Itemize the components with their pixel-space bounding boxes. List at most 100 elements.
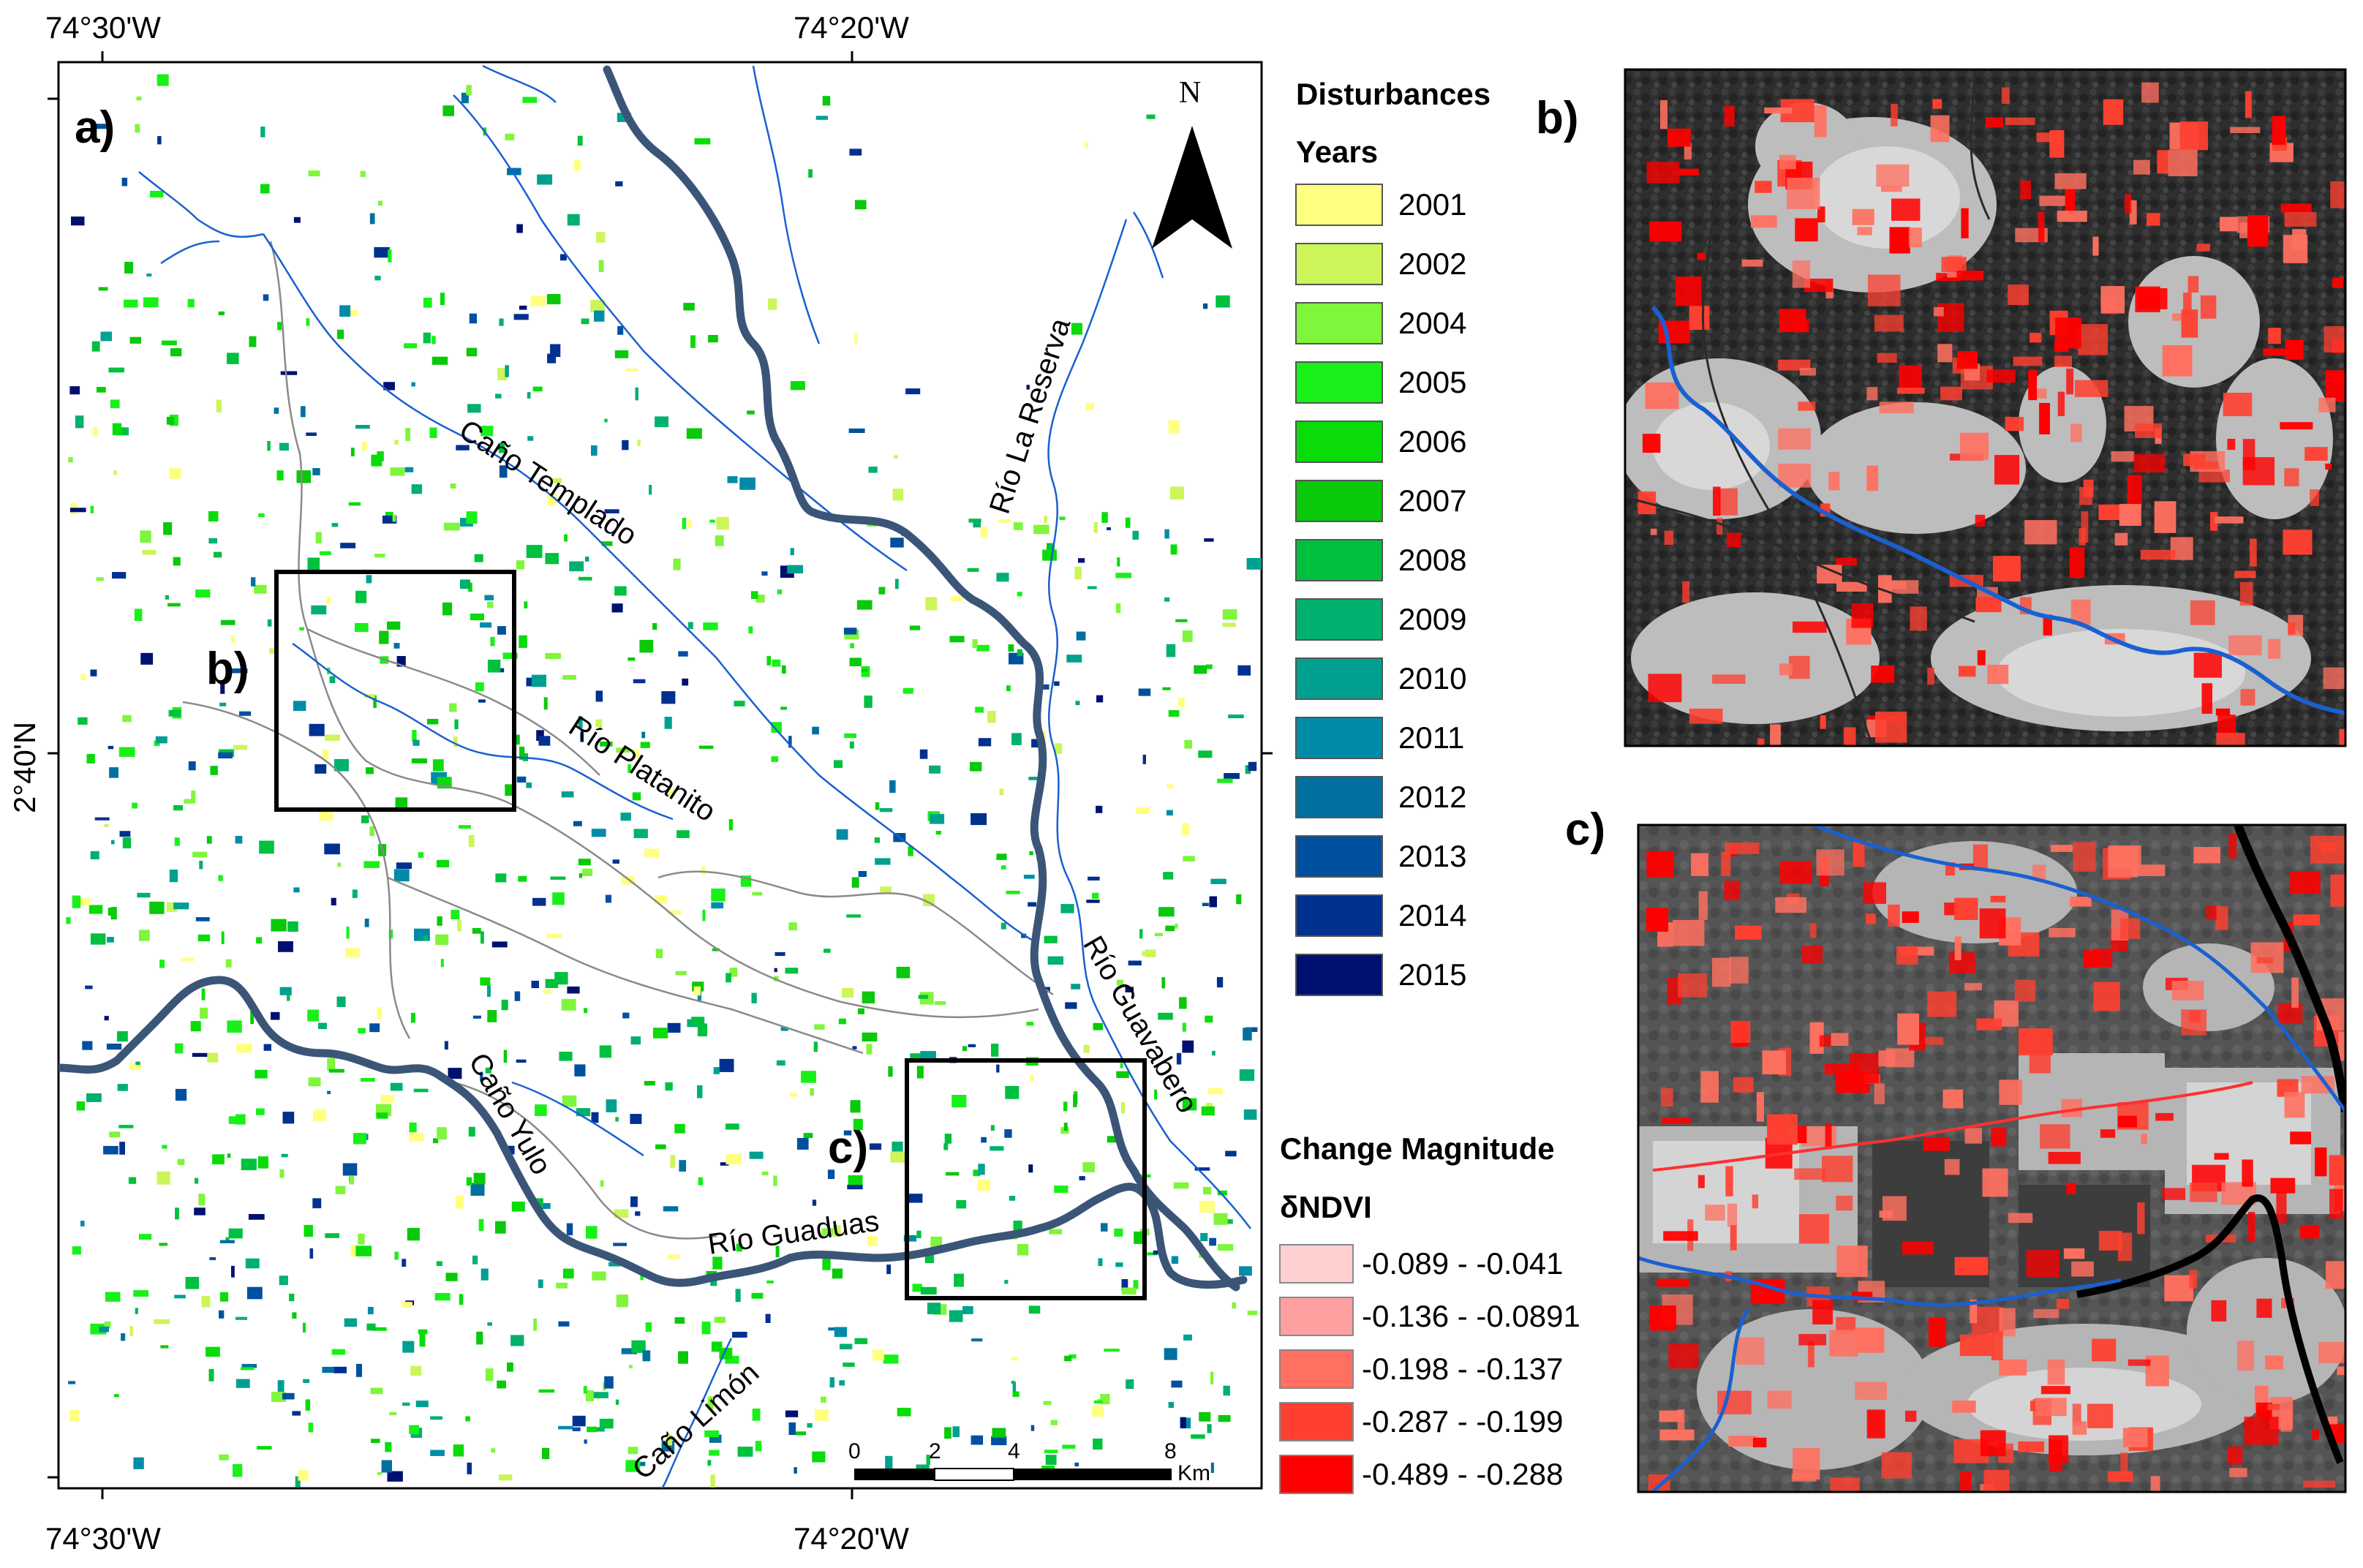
disturbance-patch — [487, 1322, 492, 1326]
disturbance-patch — [498, 442, 505, 453]
change-patch — [1871, 666, 1895, 683]
change-patch — [1775, 897, 1806, 913]
disturbance-patch — [373, 695, 377, 709]
disturbance-patch — [614, 1209, 629, 1218]
disturbance-patch — [473, 1172, 486, 1185]
change-patch — [2141, 1134, 2147, 1145]
disturbance-patch — [66, 917, 71, 924]
disturbance-patch — [1066, 655, 1082, 663]
change-patch — [2038, 211, 2045, 243]
disturbance-patch — [135, 124, 140, 133]
disturbance-patch — [701, 866, 706, 875]
change-patch — [1661, 1088, 1673, 1107]
change-patch — [1863, 882, 1886, 904]
change-patch — [2063, 1248, 2085, 1259]
change-patch — [2171, 981, 2204, 1000]
change-patch — [1724, 881, 1741, 900]
change-patch — [2122, 1428, 2148, 1447]
disturbance-patch — [435, 934, 449, 945]
disturbance-patch — [378, 200, 383, 206]
disturbance-patch — [1062, 1444, 1076, 1449]
disturbance-patch — [677, 830, 690, 838]
disturbance-patch — [869, 1143, 882, 1150]
change-patch — [1855, 1327, 1868, 1341]
disturbance-patch — [448, 1068, 462, 1079]
disturbance-patch — [327, 1090, 331, 1094]
change-patch — [1752, 1437, 1767, 1447]
disturbance-patch — [812, 726, 819, 735]
change-patch — [1952, 1401, 1976, 1413]
disturbance-patch — [1074, 566, 1082, 580]
disturbance-patch — [349, 1175, 354, 1185]
disturbance-patch — [271, 919, 287, 932]
disturbance-patch — [625, 369, 638, 372]
disturbance-patch — [703, 622, 718, 630]
disturbance-patch — [124, 299, 138, 308]
panel-label-a: a) — [75, 102, 115, 153]
change-patch — [1648, 674, 1682, 703]
disturbance-patch — [174, 837, 180, 846]
disturbance-patch — [652, 623, 657, 630]
disturbance-patch — [108, 745, 114, 750]
change-patch — [2066, 368, 2074, 395]
disturbance-patch — [1162, 687, 1171, 690]
disturbance-patch — [426, 718, 439, 725]
disturbance-patch — [119, 1142, 125, 1155]
disturbance-patch — [905, 388, 921, 395]
disturbance-patch — [970, 761, 982, 772]
change-patch — [1801, 946, 1823, 964]
disturbance-patch — [1096, 805, 1103, 813]
change-patch — [1977, 650, 1986, 666]
change-patch — [1961, 208, 1969, 238]
change-patch — [1855, 1382, 1888, 1400]
coord-lat: 2°40'N — [7, 722, 42, 813]
disturbance-patch — [775, 951, 785, 957]
disturbance-patch — [1176, 1052, 1182, 1065]
disturbance-patch — [411, 484, 423, 494]
change-patch — [1852, 1292, 1873, 1301]
change-patch — [2330, 181, 2345, 208]
change-patch — [1689, 708, 1723, 724]
disturbance-patch — [227, 1020, 242, 1033]
change-patch — [2135, 286, 2160, 312]
disturbance-patch — [782, 665, 786, 674]
disturbance-patch — [1079, 1176, 1085, 1180]
disturbance-patch — [766, 1280, 774, 1284]
change-patch — [2227, 439, 2236, 451]
disturbance-patch — [773, 1175, 777, 1186]
change-patch — [1954, 897, 1978, 920]
disturbance-patch — [880, 886, 892, 893]
change-patch — [1730, 1225, 1737, 1251]
disturbance-patch — [628, 1447, 638, 1455]
disturbance-patch — [181, 957, 195, 962]
main-rivers — [59, 65, 1248, 1292]
disturbance-patch — [573, 821, 582, 826]
disturbance-patch — [794, 1467, 797, 1474]
disturbance-patch — [159, 1243, 167, 1246]
disturbance-patch — [214, 551, 222, 558]
disturbance-patch — [411, 382, 415, 387]
disturbance-patch — [709, 1434, 722, 1443]
disturbance-patch — [387, 1471, 403, 1482]
disturbance-patch — [827, 1169, 835, 1179]
disturbance-patch — [526, 782, 532, 788]
disturbance-patch — [665, 1082, 673, 1091]
change-patch — [2054, 341, 2069, 353]
disturbance-patch — [1243, 1109, 1257, 1120]
disturbance-patch — [470, 1183, 485, 1196]
disturbance-patch — [1014, 522, 1023, 530]
disturbance-patch — [920, 1286, 937, 1294]
change-patch — [1851, 603, 1874, 628]
disturbance-patch — [655, 1144, 666, 1150]
disturbance-patch — [241, 1158, 257, 1171]
disturbance-patch — [875, 802, 880, 810]
change-patch — [2310, 489, 2319, 506]
disturbance-patch — [821, 1228, 837, 1236]
disturbance-patch — [480, 622, 492, 628]
disturbance-patch — [788, 1422, 796, 1436]
disturbance-patch — [755, 595, 765, 603]
disturbance-patch — [578, 576, 592, 581]
disturbance-patch — [1166, 644, 1176, 657]
change-label-5: -0.489 - -0.288 — [1362, 1457, 1564, 1491]
disturbance-patch — [287, 921, 298, 932]
